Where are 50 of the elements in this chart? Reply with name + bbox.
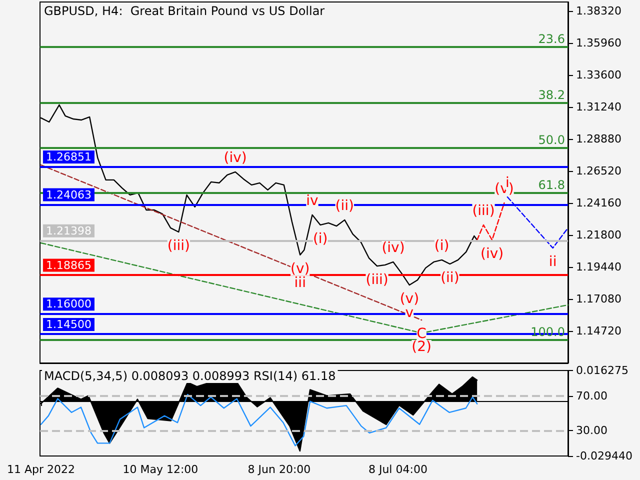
y-tick-label: 1.33600 <box>576 68 622 82</box>
ref-line-label: 1.16000 <box>46 298 92 311</box>
x-tick-label: 8 Jun 20:00 <box>248 463 311 476</box>
annotation: (i) <box>312 230 328 247</box>
line-series <box>40 394 478 446</box>
y-tick-label: 1.24160 <box>576 196 622 210</box>
x-tick-label: 10 May 12:00 <box>122 463 198 476</box>
annotation: 61.8 <box>538 178 565 192</box>
y-tick-label: 1.35960 <box>576 36 622 50</box>
ref-line-label: 1.24063 <box>46 188 92 202</box>
y-tick-label: 1.14720 <box>576 324 622 338</box>
annotation: (iv) <box>224 150 247 166</box>
x-tick-label: 11 Apr 2022 <box>7 463 76 476</box>
annotation: (ii) <box>335 198 354 214</box>
annotation: (v) <box>400 291 420 308</box>
y-tick-label: 1.26520 <box>576 164 622 178</box>
annotation: v <box>405 305 414 322</box>
annotation: (v) <box>290 260 310 277</box>
x-tick-label: 8 Jul 04:00 <box>368 463 428 476</box>
y-tick-label: 0.016275 <box>576 364 628 377</box>
y-tick-label: 1.19440 <box>576 260 622 274</box>
annotation: i <box>505 175 510 192</box>
y-tick-label: 1.31240 <box>576 100 622 114</box>
annotation: (iv) <box>382 240 405 256</box>
y-tick-label: 1.21800 <box>576 228 622 242</box>
annotation: ii <box>548 254 557 270</box>
ref-line-label: 1.14500 <box>46 318 92 331</box>
ref-line-label: 1.21398 <box>46 224 92 238</box>
annotation: (i) <box>434 238 450 254</box>
annotation: (iv) <box>480 246 504 262</box>
annotation: 23.6 <box>538 32 565 46</box>
ref-line-label: 1.26851 <box>46 150 92 164</box>
y-tick-label: 1.28880 <box>576 132 622 146</box>
annotation: (2) <box>412 339 432 356</box>
annotation: (ii) <box>440 270 460 286</box>
y-tick-label: 1.17080 <box>576 292 622 306</box>
y2-tick-label: 30.00 <box>576 424 608 437</box>
y2-tick-label: 70.00 <box>576 390 608 403</box>
annotation: (iii) <box>167 238 190 254</box>
annotation: (iii) <box>472 202 495 219</box>
annotation: (iii) <box>366 272 388 288</box>
annotation: iii <box>294 274 306 291</box>
annotation: iv <box>306 192 318 209</box>
chart-title: MACD(5,34,5) 0.008093 0.008993 RSI(14) 61.18 <box>44 369 336 383</box>
ref-line-label: 1.18865 <box>46 258 92 272</box>
y-tick-label: -0.029440 <box>576 450 632 462</box>
chart-title: GBPUSD, H4: Great Britain Pound vs US Dollar <box>44 4 325 18</box>
annotation: 50.0 <box>538 132 565 147</box>
annotation: 38.2 <box>538 88 565 102</box>
y-tick-label: 1.38320 <box>576 4 622 18</box>
